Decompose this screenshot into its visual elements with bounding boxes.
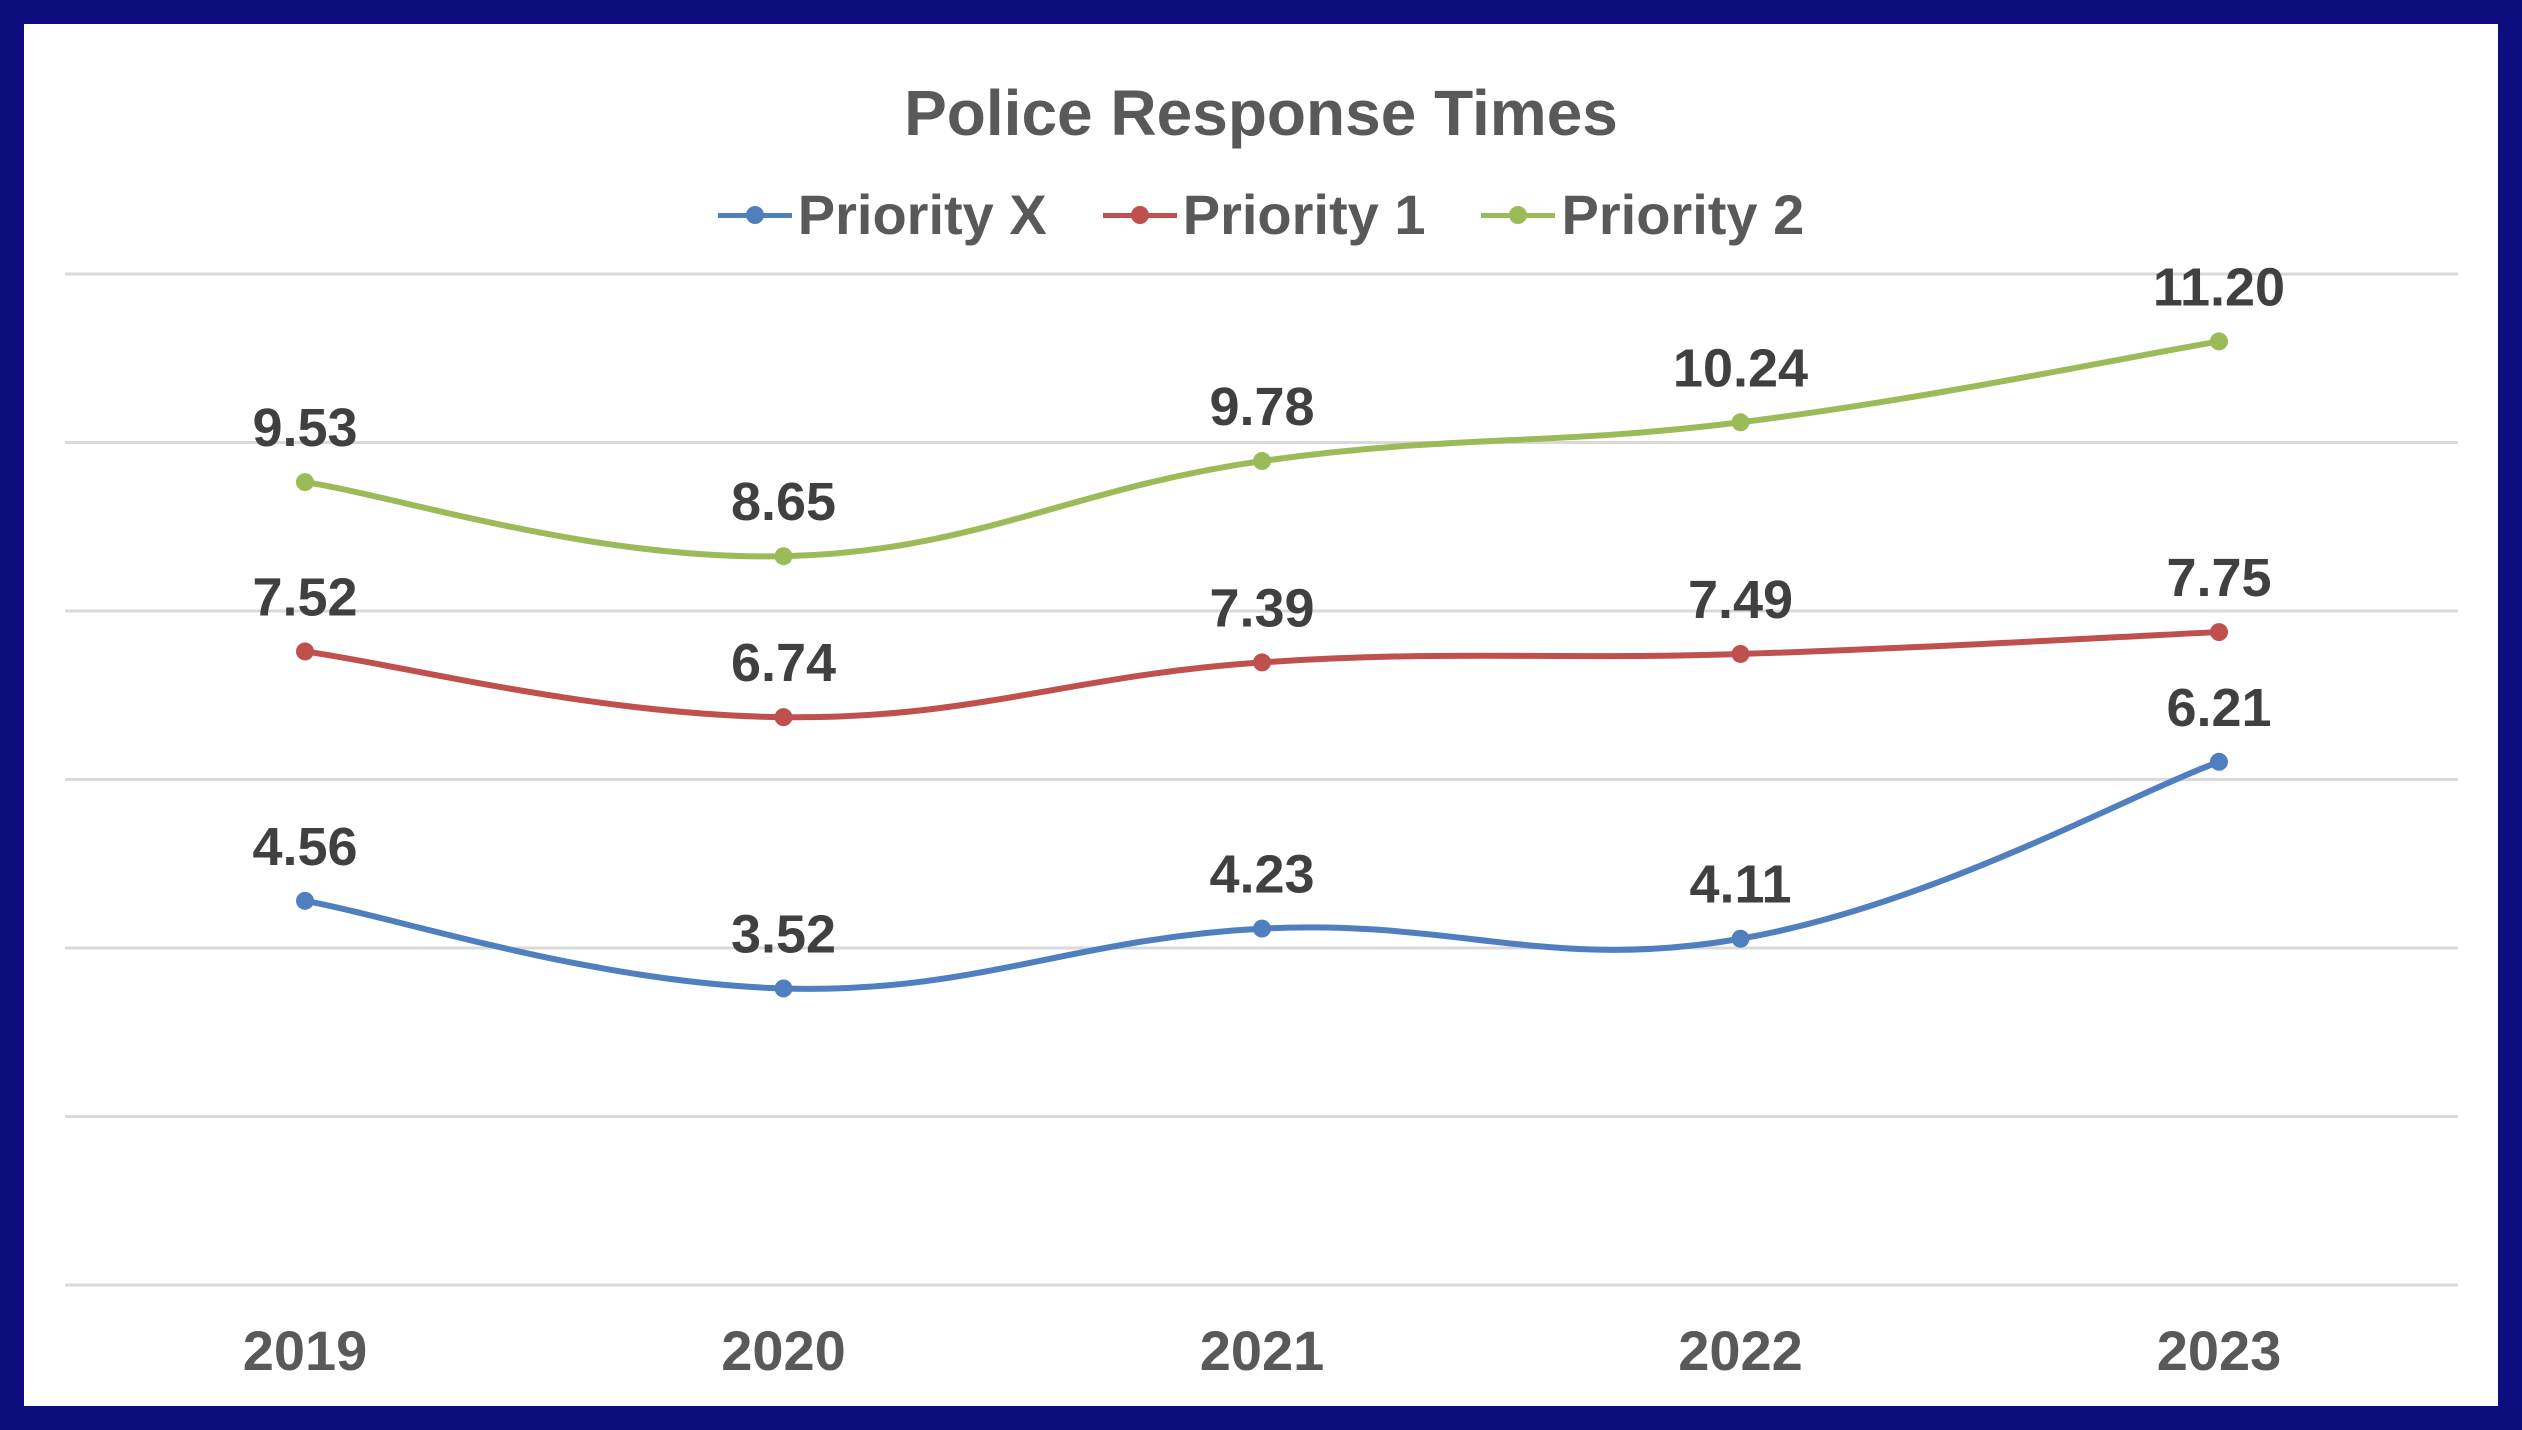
data-point-priority-2: [774, 547, 793, 566]
data-label-priority-1: 6.74: [731, 633, 836, 693]
data-point-priority-1: [1253, 653, 1271, 672]
data-point-priority-x: [774, 979, 793, 998]
data-label-priority-x: 4.11: [1689, 855, 1791, 915]
legend-marker-priority-x: [745, 205, 764, 224]
data-point-priority-2: [296, 473, 314, 492]
data-point-priority-1: [296, 642, 314, 661]
data-label-priority-2: 10.24: [1673, 338, 1808, 398]
data-point-priority-x: [1731, 929, 1750, 948]
x-tick-label: 2020: [721, 1319, 846, 1382]
data-point-priority-2: [1731, 413, 1750, 432]
data-label-priority-2: 9.78: [1209, 377, 1314, 437]
x-tick-label: 2022: [1678, 1319, 1803, 1382]
data-point-priority-1: [2210, 623, 2228, 642]
data-label-priority-2: 9.53: [252, 398, 357, 458]
data-label-priority-1: 7.49: [1688, 570, 1793, 630]
data-label-priority-1: 7.39: [1209, 578, 1314, 638]
data-point-priority-2: [2210, 332, 2228, 351]
data-label-priority-x: 4.23: [1209, 845, 1314, 905]
data-label-priority-2: 8.65: [731, 472, 836, 532]
x-tick-label: 2023: [2157, 1319, 2282, 1382]
x-tick-label: 2019: [243, 1319, 368, 1382]
chart-title: Police Response Times: [904, 77, 1618, 149]
data-point-priority-x: [2210, 752, 2228, 771]
data-point-priority-1: [1731, 644, 1750, 663]
legend-swatch-priority-x: [717, 195, 792, 235]
legend-label-priority-2: Priority 2: [1561, 183, 1805, 246]
legend-item-priority-x: Priority X: [717, 182, 1047, 247]
data-point-priority-2: [1253, 452, 1271, 471]
data-label-priority-x: 6.21: [2166, 678, 2271, 738]
legend-item-priority-1: Priority 1: [1102, 182, 1426, 247]
data-label-priority-2: 11.20: [2153, 257, 2285, 317]
series-line-priority-2: [302, 338, 2222, 560]
chart-legend: Priority X Priority 1 Priority 2: [24, 182, 2498, 247]
series-line-priority-1: [302, 629, 2222, 721]
data-point-priority-x: [1253, 919, 1271, 938]
data-point-priority-1: [774, 708, 793, 727]
data-point-priority-x: [296, 891, 314, 910]
x-tick-label: 2021: [1200, 1319, 1325, 1382]
data-label-priority-x: 3.52: [731, 904, 836, 964]
legend-label-priority-x: Priority X: [797, 183, 1047, 246]
legend-swatch-priority-2: [1481, 195, 1556, 235]
legend-marker-priority-1: [1130, 205, 1149, 224]
legend-marker-priority-2: [1509, 205, 1528, 224]
data-label-priority-x: 4.56: [252, 817, 357, 877]
data-label-priority-1: 7.75: [2166, 548, 2271, 608]
data-label-priority-1: 7.52: [252, 567, 357, 627]
legend-swatch-priority-1: [1102, 195, 1177, 235]
legend-item-priority-2: Priority 2: [1481, 182, 1804, 247]
legend-label-priority-1: Priority 1: [1182, 183, 1426, 246]
